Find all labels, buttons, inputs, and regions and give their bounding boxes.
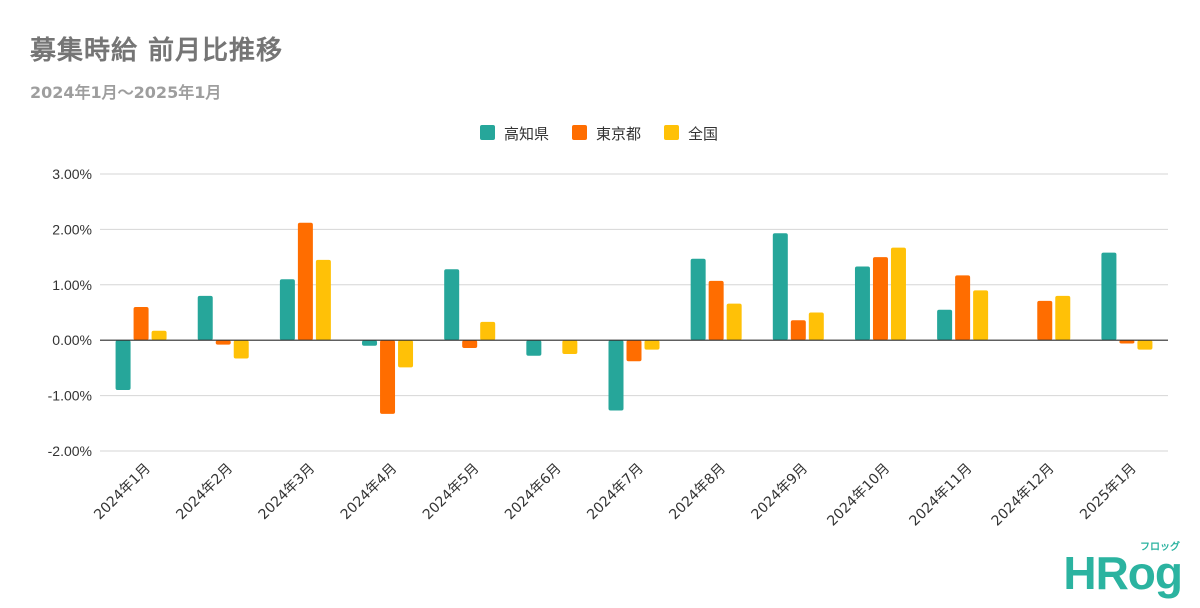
bar	[1137, 340, 1153, 350]
bar	[279, 279, 295, 341]
bar	[215, 340, 231, 345]
bar	[937, 309, 953, 341]
bar	[297, 222, 313, 341]
x-tick-label: 2024年10月	[824, 461, 893, 530]
bar	[362, 340, 378, 346]
bar	[315, 259, 331, 341]
bar	[626, 340, 642, 362]
y-tick-label: -2.00%	[48, 443, 92, 459]
x-tick-label: 2024年7月	[584, 461, 647, 524]
brand-logo-sub: フロッグ	[1140, 542, 1180, 553]
bar	[562, 340, 578, 355]
bar	[115, 340, 131, 391]
bar	[872, 257, 888, 341]
x-tick-label: 2024年6月	[502, 461, 565, 524]
y-tick-label: 3.00%	[52, 166, 92, 182]
bar	[890, 247, 906, 341]
x-tick-label: 2024年11月	[907, 461, 976, 530]
bar	[1037, 300, 1053, 341]
bar	[973, 290, 989, 341]
bar	[854, 266, 870, 341]
y-tick-label: 2.00%	[52, 221, 92, 237]
x-tick-label: 2024年12月	[989, 461, 1058, 530]
legend-swatch	[572, 125, 587, 140]
bar	[480, 321, 496, 341]
brand-logo: フロッグ HRog	[1062, 538, 1183, 602]
bar	[726, 303, 742, 341]
bar	[708, 280, 724, 341]
legend-label: 全国	[688, 125, 718, 143]
bar	[772, 233, 788, 341]
bar	[380, 340, 396, 414]
x-tick-label: 2024年3月	[256, 461, 319, 524]
bar	[1055, 295, 1071, 341]
bar	[444, 269, 460, 341]
legend-swatch	[480, 125, 495, 140]
bar	[398, 340, 414, 368]
bar	[133, 306, 149, 341]
chart-subtitle: 2024年1月～2025年1月	[30, 83, 222, 102]
x-tick-label: 2024年4月	[338, 461, 401, 524]
bar	[151, 330, 167, 341]
y-tick-label: 0.00%	[52, 332, 92, 348]
legend-label: 東京都	[596, 125, 641, 143]
bar	[690, 258, 706, 341]
bar	[1101, 252, 1117, 341]
chart-title: 募集時給 前月比推移	[30, 36, 284, 66]
bar	[1119, 340, 1135, 344]
y-tick-label: 1.00%	[52, 277, 92, 293]
x-tick-label: 2024年8月	[666, 461, 729, 524]
legend-swatch	[664, 125, 679, 140]
bar	[462, 340, 478, 348]
bar	[955, 275, 971, 341]
legend-label: 高知県	[504, 125, 549, 143]
bar	[608, 340, 624, 411]
bar	[644, 340, 660, 350]
bar	[197, 295, 213, 341]
brand-logo-main: HRog	[1063, 547, 1183, 599]
x-tick-label: 2024年9月	[749, 461, 812, 524]
x-tick-label: 2025年1月	[1077, 461, 1140, 524]
bar	[790, 320, 806, 341]
x-tick-label: 2024年5月	[420, 461, 483, 524]
bar	[233, 340, 249, 359]
y-tick-label: -1.00%	[48, 388, 92, 404]
bar	[808, 312, 824, 341]
x-tick-label: 2024年1月	[91, 461, 154, 524]
bar	[526, 340, 542, 356]
x-tick-label: 2024年2月	[173, 461, 236, 524]
